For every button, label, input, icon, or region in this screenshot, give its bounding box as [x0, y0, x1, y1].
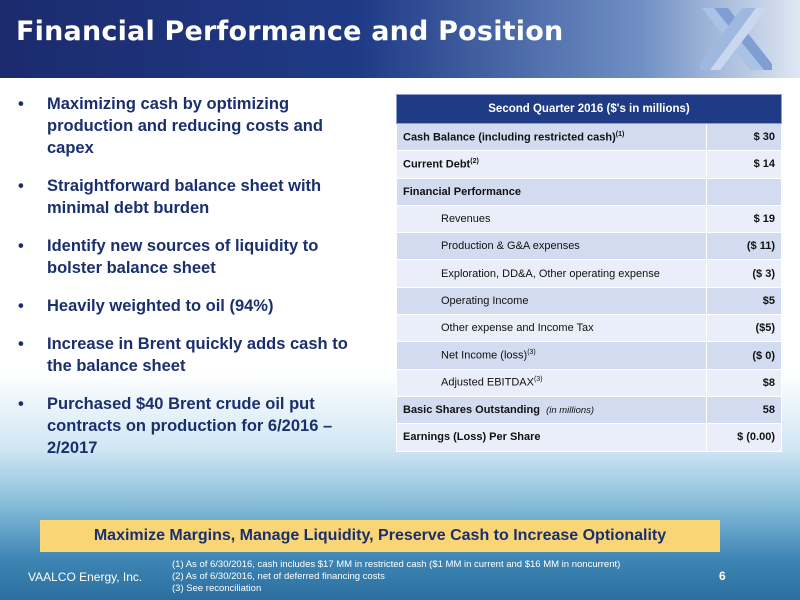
bullet-item: • Heavily weighted to oil (94%): [18, 297, 274, 315]
row-value: ($5): [706, 314, 782, 343]
bullet-item: • Identify new sources of liquidity to bo…: [18, 237, 319, 277]
row-label: Cash Balance (including restricted cash)…: [396, 122, 707, 152]
bullet-list: • Maximizing cash by optimizing productio…: [18, 93, 358, 475]
table-row: Revenues $ 19: [396, 204, 782, 234]
footnote: (1) As of 6/30/2016, cash includes $17 M…: [172, 559, 621, 570]
company-name: VAALCO Energy, Inc.: [28, 570, 143, 584]
bullet-dot-icon: •: [18, 395, 24, 413]
table-row: Current Debt(2) $ 14: [396, 150, 782, 179]
financial-table: Second Quarter 2016 ($'s in millions) Ca…: [396, 94, 782, 452]
row-label: Revenues: [396, 204, 707, 234]
row-value: 58: [706, 395, 782, 425]
table-row: Operating Income $5: [396, 286, 782, 316]
table-row: Basic Shares Outstanding (in millions) 5…: [396, 395, 782, 425]
page-number: 6: [719, 569, 726, 583]
row-value: $5: [706, 286, 782, 316]
bullet-item: • Maximizing cash by optimizing productio…: [18, 95, 323, 157]
bullet-dot-icon: •: [18, 95, 24, 113]
table-row: Earnings (Loss) Per Share $ (0.00): [396, 423, 782, 452]
table-header: Second Quarter 2016 ($'s in millions): [396, 94, 782, 124]
bullet-dot-icon: •: [18, 297, 24, 315]
row-label: Operating Income: [396, 286, 707, 316]
table-row: Cash Balance (including restricted cash)…: [396, 122, 782, 152]
row-label: Adjusted EBITDAX(3): [396, 368, 707, 397]
row-value: ($ 0): [706, 341, 782, 370]
header-bar: Financial Performance and Position: [0, 0, 800, 78]
summary-banner: Maximize Margins, Manage Liquidity, Pres…: [40, 520, 720, 552]
row-value: [706, 177, 782, 206]
table-row: Production & G&A expenses ($ 11): [396, 232, 782, 261]
table-row: Other expense and Income Tax ($5): [396, 314, 782, 343]
row-value: ($ 11): [706, 232, 782, 261]
row-label: Basic Shares Outstanding (in millions): [396, 395, 707, 425]
bullet-dot-icon: •: [18, 177, 24, 195]
row-label: Earnings (Loss) Per Share: [396, 423, 707, 452]
row-value: $ 30: [706, 122, 782, 152]
financial-table-container: Second Quarter 2016 ($'s in millions) Ca…: [396, 94, 782, 452]
row-value: ($ 3): [706, 259, 782, 288]
row-label: Net Income (loss)(3): [396, 341, 707, 370]
footnote: (2) As of 6/30/2016, net of deferred fin…: [172, 571, 385, 582]
footnote: (3) See reconciliation: [172, 583, 262, 594]
table-row: Exploration, DD&A, Other operating expen…: [396, 259, 782, 288]
row-value: $ 14: [706, 150, 782, 179]
table-row: Financial Performance: [396, 177, 782, 206]
row-label: Financial Performance: [396, 177, 707, 206]
footnotes: (1) As of 6/30/2016, cash includes $17 M…: [172, 559, 620, 595]
page-title: Financial Performance and Position: [16, 16, 564, 47]
bullet-item: • Purchased $40 Brent crude oil put contr…: [18, 395, 333, 457]
bullet-item: • Increase in Brent quickly adds cash to …: [18, 335, 348, 375]
row-value: $8: [706, 368, 782, 397]
row-label: Exploration, DD&A, Other operating expen…: [396, 259, 707, 288]
row-label: Current Debt(2): [396, 150, 707, 179]
bullet-dot-icon: •: [18, 335, 24, 353]
row-value: $ (0.00): [706, 423, 782, 452]
vaalco-logo-icon: [700, 8, 772, 70]
bullet-dot-icon: •: [18, 237, 24, 255]
row-value: $ 19: [706, 204, 782, 234]
row-label: Other expense and Income Tax: [396, 314, 707, 343]
table-row: Adjusted EBITDAX(3) $8: [396, 368, 782, 397]
bullet-item: • Straightforward balance sheet with mini…: [18, 177, 322, 217]
table-row: Net Income (loss)(3) ($ 0): [396, 341, 782, 370]
row-label: Production & G&A expenses: [396, 232, 707, 261]
